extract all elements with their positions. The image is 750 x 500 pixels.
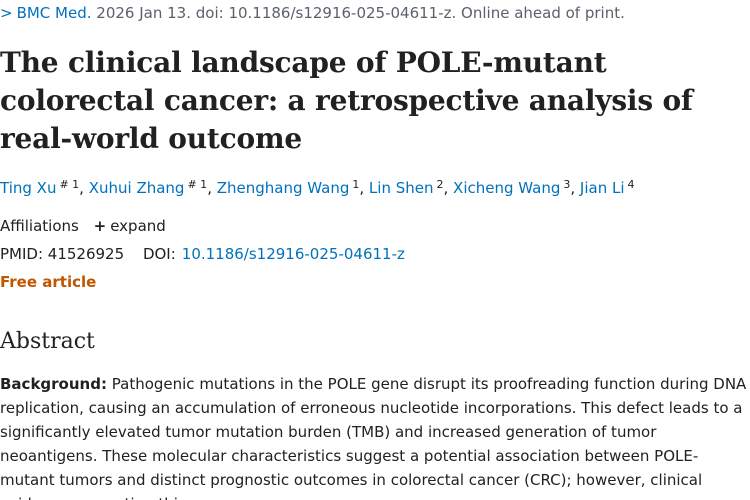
author-link[interactable]: Xicheng Wang — [453, 179, 561, 197]
doi-label: DOI: — [142, 245, 176, 263]
author-link[interactable]: Zhenghang Wang — [216, 179, 350, 197]
author-sup[interactable]: # 1 — [187, 178, 208, 191]
article-title: The clinical landscape of POLE-mutant co… — [0, 46, 693, 155]
free-article-badge: Free article — [0, 273, 97, 291]
doi-link[interactable]: 10.1186/s12916-025-04611-z — [181, 245, 405, 263]
background-label: Background: — [0, 375, 107, 393]
plus-icon: + — [93, 217, 107, 235]
author-link[interactable]: Lin Shen — [368, 179, 434, 197]
pmid-label: PMID: — [0, 245, 44, 263]
expand-label: expand — [110, 217, 166, 235]
author-list: Ting Xu # 1, Xuhui Zhang # 1, Zhenghang Wa… — [0, 178, 635, 197]
author-sup[interactable]: 4 — [627, 178, 635, 191]
chevron-right-icon[interactable]: > — [0, 4, 13, 22]
abstract-text: Background: Pathogenic mutations in the … — [0, 372, 748, 500]
author-link[interactable]: Jian Li — [579, 179, 625, 197]
background-text: Pathogenic mutations in the POLE gene di… — [0, 375, 747, 500]
author-sup[interactable]: # 1 — [59, 178, 80, 191]
affiliations-label: Affiliations — [0, 217, 79, 235]
author-sup[interactable]: 1 — [352, 178, 360, 191]
author-link[interactable]: Ting Xu — [0, 179, 57, 197]
abstract-heading: Abstract — [0, 329, 95, 354]
author-sup[interactable]: 2 — [436, 178, 444, 191]
pmid-value: 41526925 — [47, 245, 125, 263]
citation-line: > BMC Med. 2026 Jan 13. doi: 10.1186/s129… — [0, 4, 625, 22]
journal-link[interactable]: BMC Med. — [16, 4, 92, 22]
author-link[interactable]: Xuhui Zhang — [88, 179, 185, 197]
affiliations-row: Affiliations + expand — [0, 217, 166, 235]
identifiers-row: PMID: 41526925 DOI: 10.1186/s12916-025-04… — [0, 245, 405, 263]
expand-affiliations-button[interactable]: + expand — [94, 217, 166, 235]
author-sup[interactable]: 3 — [563, 178, 571, 191]
citation-details: 2026 Jan 13. doi: 10.1186/s12916-025-046… — [96, 4, 625, 22]
